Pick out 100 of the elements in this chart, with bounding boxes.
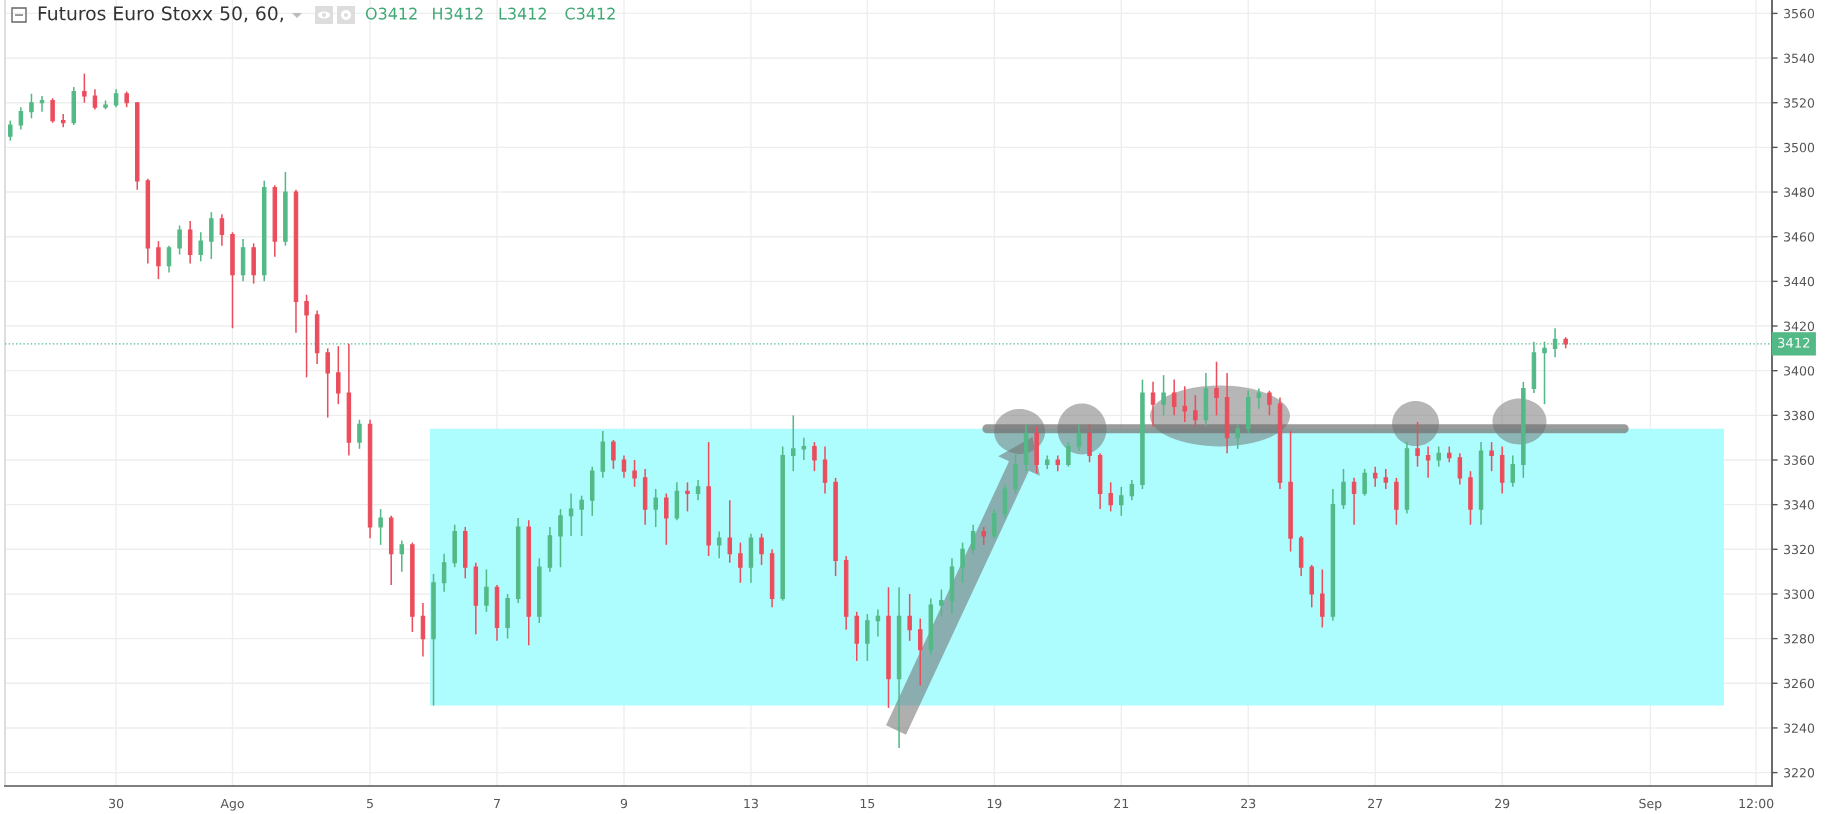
candlestick xyxy=(50,97,55,124)
y-tick-label: 3480 xyxy=(1784,187,1815,197)
candlestick xyxy=(1425,445,1431,479)
candlestick xyxy=(82,72,87,104)
candlestick xyxy=(325,347,330,419)
candlestick xyxy=(1193,394,1198,428)
candlestick xyxy=(1235,423,1240,450)
annotation: C3412 xyxy=(565,7,615,20)
candlestick xyxy=(1436,445,1441,468)
y-tick-label: 3320 xyxy=(1784,544,1815,555)
x-tick-label: 27 xyxy=(1368,798,1383,808)
candlestick xyxy=(791,414,796,472)
candlestick xyxy=(1108,481,1113,513)
candlestick xyxy=(939,588,944,618)
x-tick-label: 5 xyxy=(367,798,373,809)
candlestick xyxy=(558,508,563,568)
candlestick xyxy=(198,231,203,263)
annotation: L3412 xyxy=(499,7,546,20)
y-tick-label: 3560 xyxy=(1784,8,1815,19)
candlestick xyxy=(907,593,912,642)
candlestick xyxy=(1320,568,1325,629)
candlestick xyxy=(336,345,341,405)
candlestick xyxy=(1171,378,1177,417)
y-tick-label: 3340 xyxy=(1784,500,1815,510)
x-tick-label: Ago xyxy=(220,798,244,811)
candlestick xyxy=(399,539,405,573)
candlestick xyxy=(653,488,658,528)
x-tick-label: 9 xyxy=(620,798,628,809)
candlestick xyxy=(1066,441,1071,468)
candlestick xyxy=(917,617,923,687)
candlestick xyxy=(219,213,225,247)
candlestick xyxy=(29,93,34,120)
y-tick-label: 3280 xyxy=(1784,634,1815,644)
candlestick xyxy=(8,119,13,142)
x-tick-label: 30 xyxy=(109,798,124,809)
x-tick-label: 19 xyxy=(987,798,1002,809)
candlestick xyxy=(1489,441,1494,472)
candlestick xyxy=(695,479,701,501)
candlestick xyxy=(60,113,66,129)
y-tick-label: 3500 xyxy=(1784,142,1815,153)
y-tick-label: 3400 xyxy=(1784,366,1815,376)
x-tick-label: 29 xyxy=(1495,798,1510,809)
x-tick-label: 23 xyxy=(1241,798,1256,809)
y-tick-label: 3520 xyxy=(1784,98,1815,108)
candlestick xyxy=(1383,468,1389,490)
candlestick xyxy=(484,568,489,613)
ref-line-label: 3412 xyxy=(1778,337,1810,348)
x-tick-label: 7 xyxy=(494,798,500,808)
candlestick xyxy=(621,454,627,479)
candlestick xyxy=(177,224,182,256)
candlestick xyxy=(1457,452,1463,486)
candlestick xyxy=(378,508,383,546)
x-tick-label: 12:00 xyxy=(1739,798,1774,809)
y-tick-label: 3440 xyxy=(1784,276,1815,287)
x-tick-label: Sep xyxy=(1639,798,1662,811)
x-tick-label: 13 xyxy=(744,798,758,809)
candlestick xyxy=(92,88,98,111)
y-tick-label: 3300 xyxy=(1784,589,1815,599)
candlestick xyxy=(632,459,637,488)
candlestick xyxy=(738,541,743,584)
y-tick-label: 3460 xyxy=(1784,232,1815,242)
candlestick xyxy=(1087,423,1092,463)
candlestick xyxy=(992,508,997,539)
candlestick xyxy=(960,541,965,584)
candlestick xyxy=(865,613,870,662)
candlestick xyxy=(1256,387,1262,410)
y-tick-label: 3260 xyxy=(1784,678,1815,689)
candlestick xyxy=(1182,385,1188,423)
candlestick xyxy=(970,523,976,555)
candlestick xyxy=(1415,421,1420,468)
y-tick-label: 3540 xyxy=(1784,53,1815,63)
y-tick-label: 3380 xyxy=(1784,410,1815,421)
y-tick-label: 3240 xyxy=(1784,723,1815,733)
candlestick xyxy=(685,481,690,513)
candlestick xyxy=(579,494,584,537)
candlestick xyxy=(1510,454,1516,488)
candlestick xyxy=(716,530,722,560)
candlestick xyxy=(166,244,172,274)
x-tick-label: 15 xyxy=(860,798,875,809)
candlestick xyxy=(1214,360,1219,417)
candlestick xyxy=(611,439,616,470)
annotation: O3412 xyxy=(365,7,417,20)
chart-title: Futuros Euro Stoxx 50, 60, xyxy=(38,6,283,23)
y-tick-label: 3220 xyxy=(1784,768,1815,778)
x-tick-label: 21 xyxy=(1114,798,1129,808)
candlestick xyxy=(727,499,733,564)
candlestick xyxy=(18,106,24,131)
candlestick xyxy=(1150,381,1156,428)
candlestick xyxy=(357,419,362,450)
candlestick xyxy=(1362,468,1367,497)
y-tick-label: 3420 xyxy=(1784,321,1815,331)
candlestick xyxy=(822,445,828,495)
candlestick xyxy=(209,211,214,260)
candlestick xyxy=(1372,465,1378,488)
candlestick xyxy=(812,441,817,472)
candlestick xyxy=(156,240,161,280)
candlestick xyxy=(568,492,574,537)
candlestick xyxy=(1341,468,1346,510)
y-tick-label: 3360 xyxy=(1784,455,1815,465)
candlestick xyxy=(1267,390,1272,417)
